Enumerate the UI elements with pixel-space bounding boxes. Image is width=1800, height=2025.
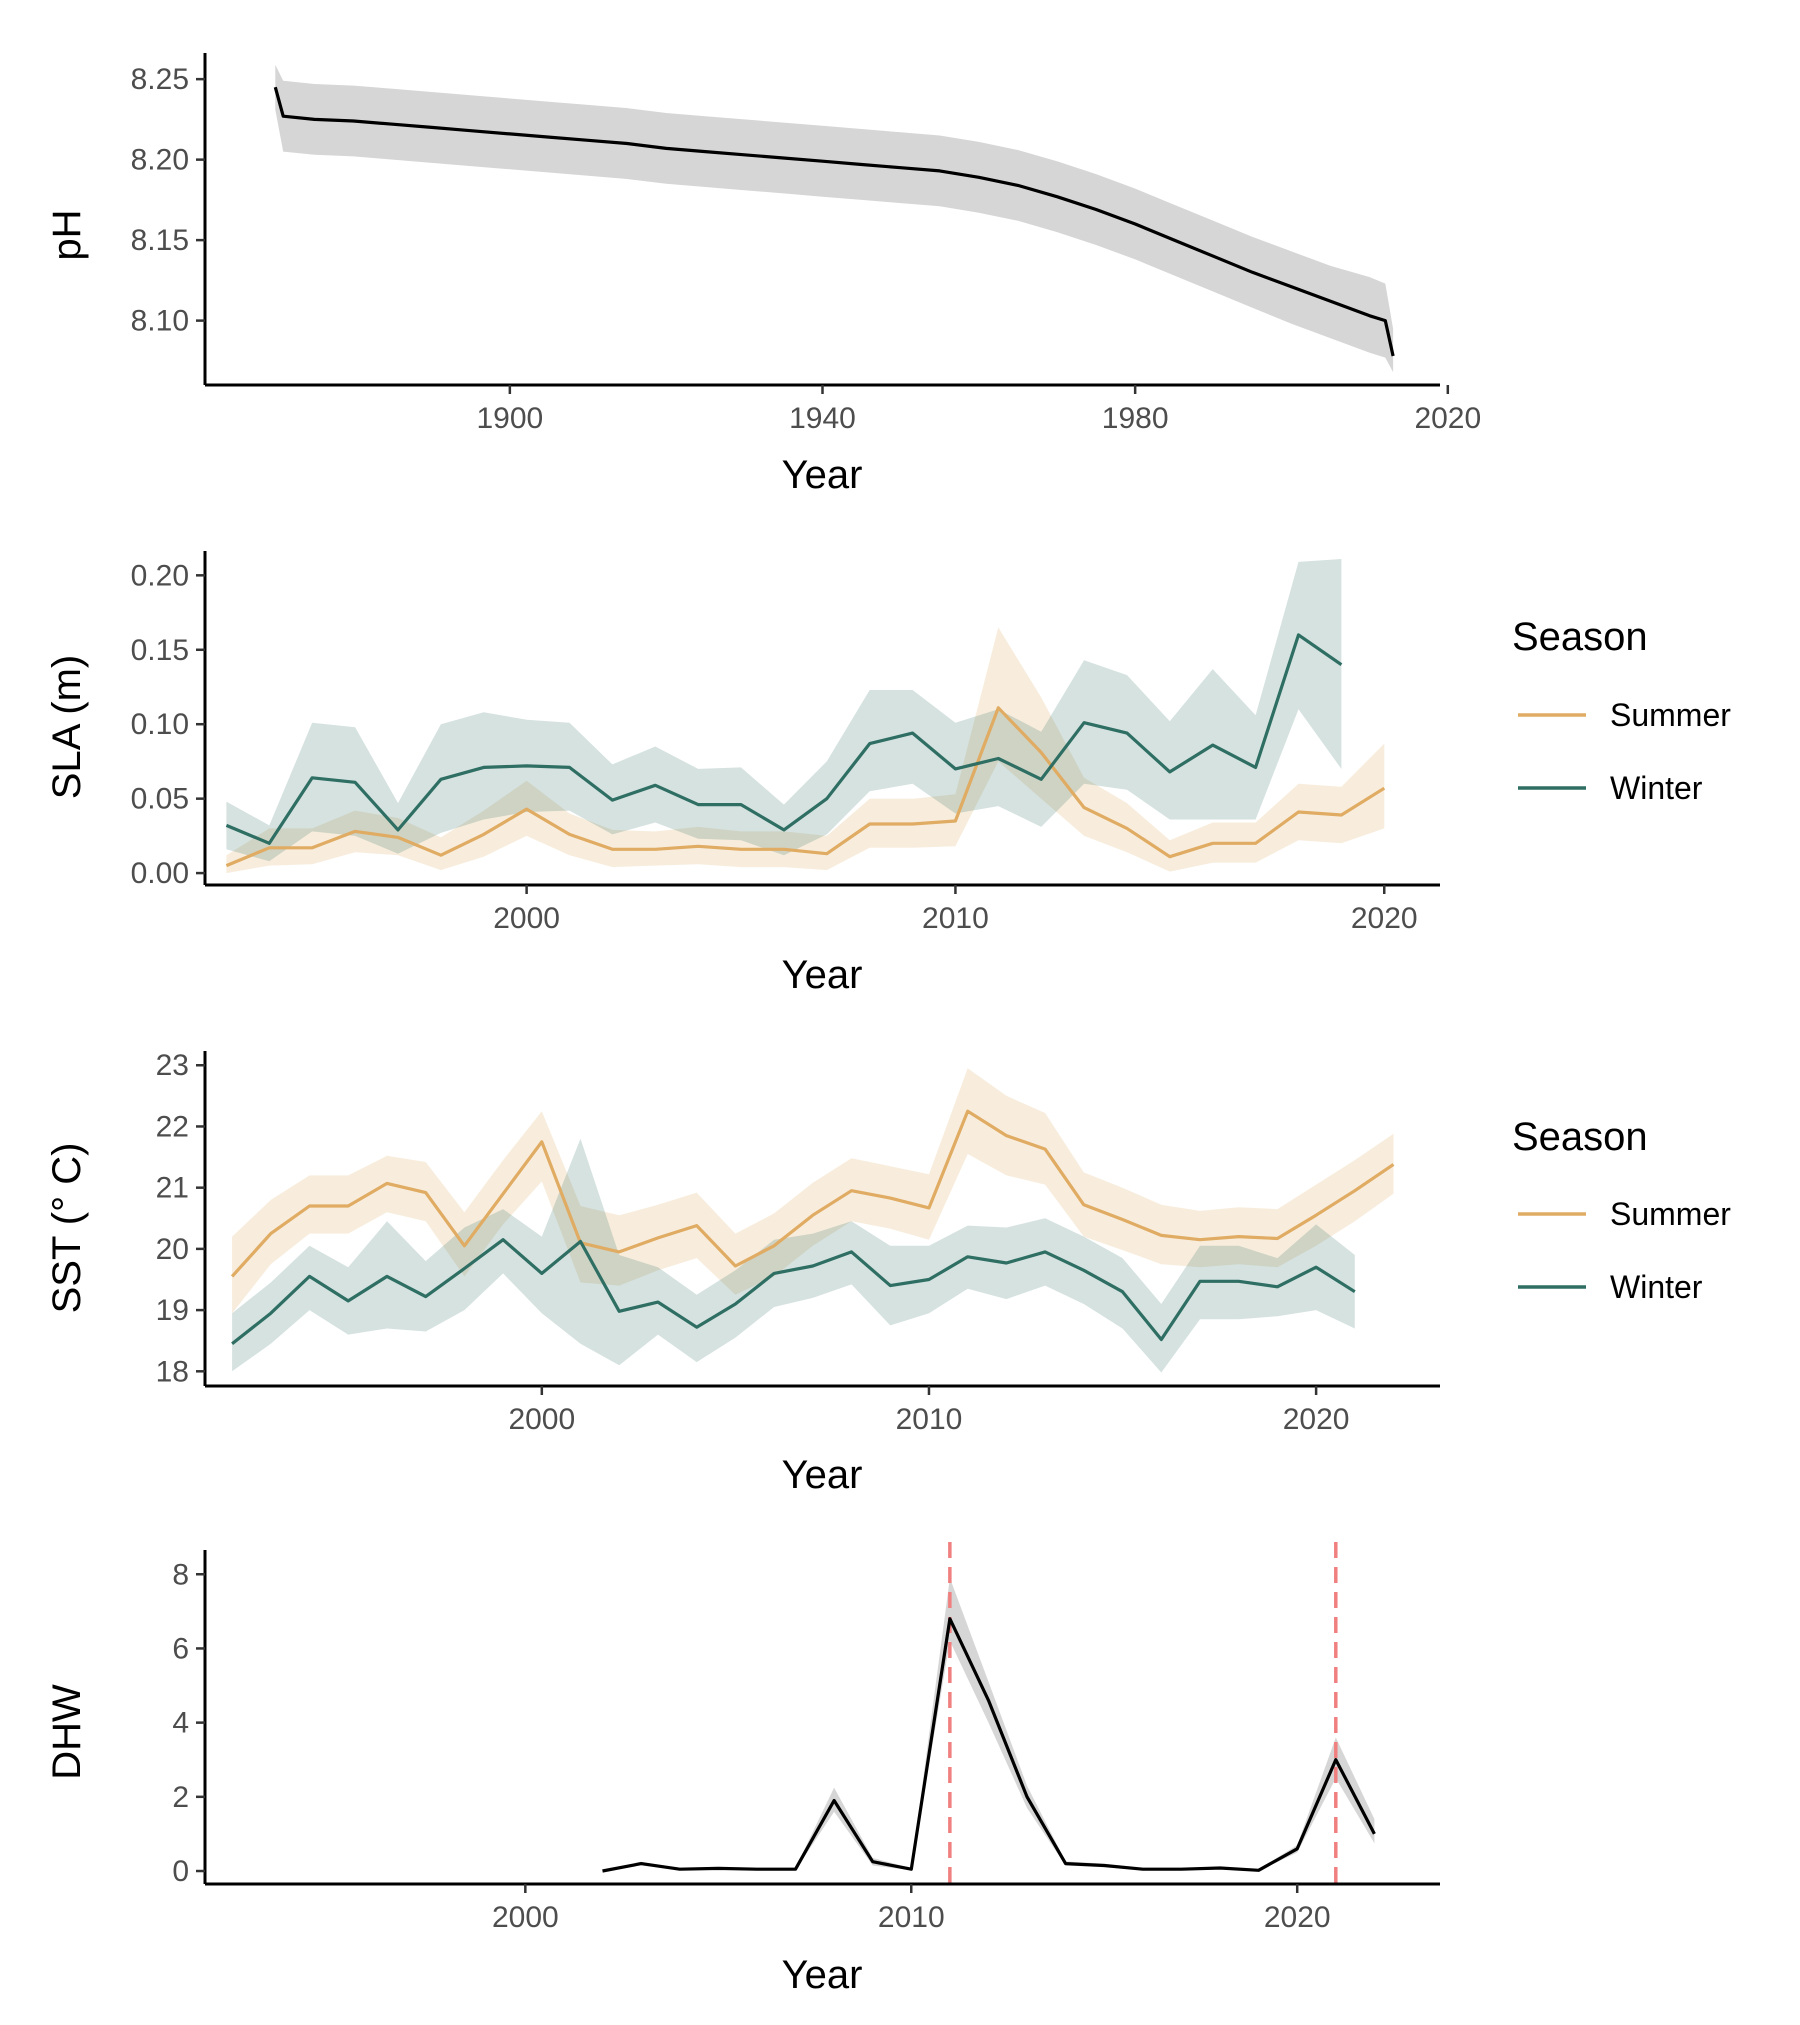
- sla-legend-label-winter: Winter: [1610, 770, 1703, 806]
- ph-x-axis-title: Year: [782, 453, 863, 497]
- ph-y-axis-title: pH: [45, 209, 89, 260]
- sla-line-summer: [225, 706, 1386, 868]
- sla-x-tick-label: 2010: [922, 902, 989, 935]
- dhw-line-series-0: [602, 1617, 1376, 1873]
- sst-x-tick-label: 2020: [1283, 1403, 1350, 1436]
- sla-legend-title: Season: [1512, 615, 1648, 659]
- sla-plot: 0.00 0.05 0.10 0.15 0.20 2000 2010 2020: [131, 551, 1440, 935]
- sst-line-summer: [230, 1109, 1395, 1278]
- panel-dhw: 0 2 4 6 8 2000 2010 2020 DHW Year: [45, 1542, 1440, 1997]
- ph-line-series-0: [273, 86, 1395, 357]
- sla-y-tick-label: 0.05: [131, 783, 189, 816]
- ph-ribbon-series-0: [275, 64, 1394, 373]
- sst-legend-title: Season: [1512, 1115, 1648, 1159]
- panel-ph: 8.10 8.15 8.20 8.25 1900 1940 1980 2020 pH Year: [45, 53, 1481, 497]
- dhw-y-tick-label: 8: [172, 1558, 189, 1591]
- dhw-y-tick-label: 2: [172, 1781, 189, 1814]
- sst-y-tick-label: 21: [156, 1172, 189, 1205]
- sst-x-tick-label: 2000: [508, 1403, 575, 1436]
- dhw-plot: 0 2 4 6 8 2000 2010 2020: [172, 1542, 1440, 1934]
- sst-y-axis-title: SST (° C): [45, 1143, 89, 1314]
- sst-legend-label-summer: Summer: [1610, 1196, 1731, 1232]
- sst-y-tick-label: 20: [156, 1233, 189, 1266]
- dhw-y-tick-label: 6: [172, 1632, 189, 1665]
- sst-x-axis-title: Year: [782, 1453, 863, 1497]
- sst-ribbon-winter: [232, 1138, 1355, 1373]
- sla-y-tick-label: 0.10: [131, 708, 189, 741]
- sla-legend: Season Summer Winter: [1512, 615, 1731, 806]
- sla-y-tick-label: 0.00: [131, 857, 189, 890]
- ph-x-tick-label: 1980: [1102, 402, 1169, 435]
- dhw-y-axis-title: DHW: [45, 1684, 89, 1780]
- ph-y-tick-label: 8.25: [131, 63, 189, 96]
- sla-y-axis-title: SLA (m): [45, 655, 89, 799]
- ph-x-tick-label: 2020: [1414, 402, 1481, 435]
- panel-sla: 0.00 0.05 0.10 0.15 0.20 2000 2010 2020 SLA (m)…: [45, 551, 1731, 997]
- sst-y-tick-label: 18: [156, 1355, 189, 1388]
- sst-legend-label-winter: Winter: [1610, 1269, 1703, 1305]
- sst-y-tick-label: 22: [156, 1110, 189, 1143]
- sst-line-winter: [231, 1238, 1356, 1346]
- ph-x-tick-label: 1900: [476, 402, 543, 435]
- sla-line-winter: [225, 633, 1343, 845]
- sst-plot: 18 19 20 21 22 23 2000 2010 2020: [156, 1049, 1440, 1436]
- sla-y-tick-label: 0.15: [131, 634, 189, 667]
- sla-x-axis-title: Year: [782, 953, 863, 997]
- sla-ribbon-winter: [226, 559, 1342, 862]
- dhw-x-tick-label: 2010: [878, 1901, 945, 1934]
- ph-x-tick-label: 1940: [789, 402, 856, 435]
- dhw-ribbon-series-0: [602, 1578, 1375, 1871]
- sst-x-tick-label: 2010: [896, 1403, 963, 1436]
- sst-legend: Season Summer Winter: [1512, 1115, 1731, 1305]
- ph-y-tick-label: 8.10: [131, 305, 189, 338]
- ph-y-tick-label: 8.15: [131, 224, 189, 257]
- dhw-x-tick-label: 2020: [1264, 1901, 1331, 1934]
- dhw-y-tick-label: 4: [172, 1707, 189, 1740]
- sla-legend-label-summer: Summer: [1610, 697, 1731, 733]
- sla-x-tick-label: 2020: [1351, 902, 1418, 935]
- dhw-x-axis-title: Year: [782, 1953, 863, 1997]
- sst-y-tick-label: 23: [156, 1049, 189, 1082]
- dhw-y-tick-label: 0: [172, 1855, 189, 1888]
- dhw-x-tick-label: 2000: [492, 1901, 559, 1934]
- ph-plot: 8.10 8.15 8.20 8.25 1900 1940 1980 2020: [131, 53, 1481, 435]
- ph-y-tick-label: 8.20: [131, 144, 189, 177]
- sst-ribbon-summer: [232, 1068, 1394, 1314]
- sst-y-tick-label: 19: [156, 1294, 189, 1327]
- sla-y-tick-label: 0.20: [131, 559, 189, 592]
- sla-x-tick-label: 2000: [493, 902, 560, 935]
